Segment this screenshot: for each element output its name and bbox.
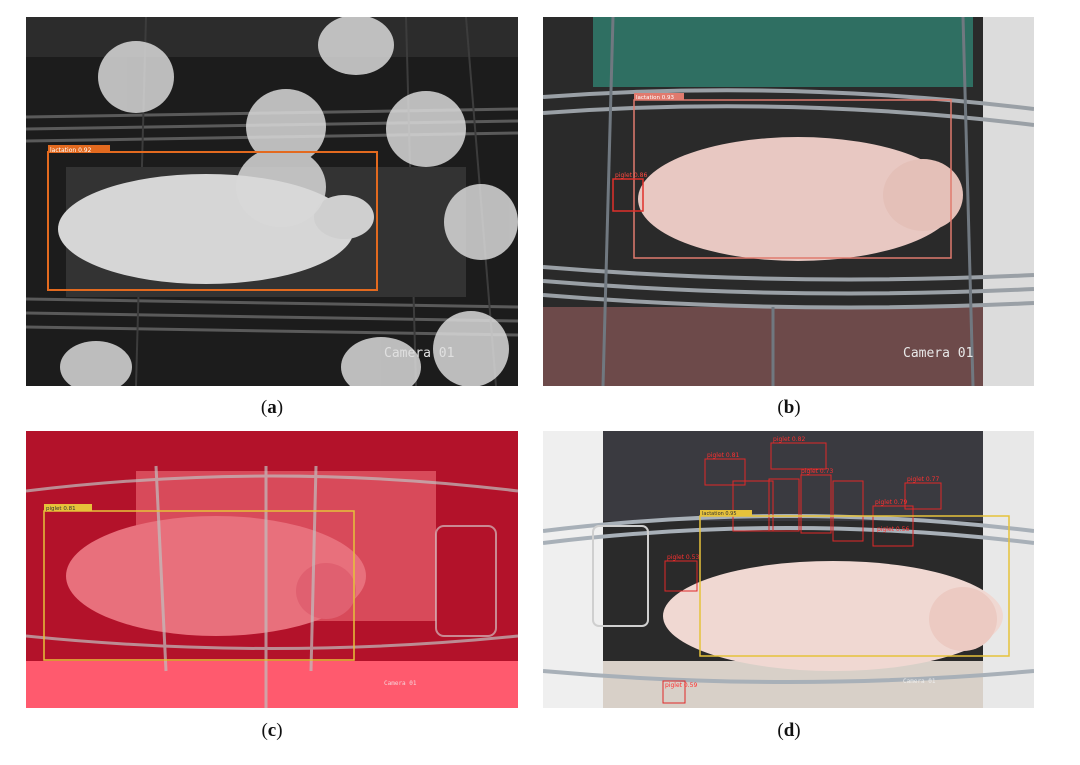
caption-a: (a) <box>260 397 284 418</box>
caption-d: (d) <box>777 720 801 741</box>
detection-label: piglet 0.53 <box>667 554 699 561</box>
detection-label: piglet 0.73 <box>801 468 833 475</box>
image-panel-c: piglet 0.81 Camera 01 <box>26 431 518 708</box>
detection-label: lactation 0.92 <box>50 147 92 154</box>
camera-label: Camera 01 <box>903 678 936 685</box>
detection-label: lactation 0.93 <box>636 95 674 101</box>
camera-label: Camera 01 <box>903 346 973 361</box>
detection-label: lactation 0.95 <box>702 511 737 517</box>
farrowing-crate-photo-b: lactation 0.93 piglet 0.86 Camera 01 <box>543 17 1034 386</box>
image-panel-b: lactation 0.93 piglet 0.86 Camera 01 <box>543 17 1034 386</box>
farrowing-crate-photo-d: piglet 0.81 piglet 0.82 piglet 0.73 pigl… <box>543 431 1034 708</box>
caption-c: (c) <box>261 720 283 741</box>
detection-label: piglet 0.77 <box>907 476 939 483</box>
caption-b: (b) <box>777 397 801 418</box>
detection-label: piglet 0.82 <box>773 436 805 443</box>
detection-label: piglet 0.59 <box>665 682 697 689</box>
farrowing-crate-photo-c: piglet 0.81 Camera 01 <box>26 431 518 708</box>
image-panel-d: piglet 0.81 piglet 0.82 piglet 0.73 pigl… <box>543 431 1034 708</box>
image-panel-a: lactation 0.92 Camera 01 <box>26 17 518 386</box>
detection-label: piglet 0.81 <box>46 506 76 512</box>
detection-label: piglet 0.81 <box>707 452 739 459</box>
detection-label: piglet 0.86 <box>615 172 647 179</box>
detection-label: piglet 0.56 <box>877 526 909 533</box>
detection-label: piglet 0.79 <box>875 499 907 506</box>
farrowing-crate-photo-a: lactation 0.92 Camera 01 <box>26 17 518 386</box>
camera-label: Camera 01 <box>384 346 454 361</box>
camera-label: Camera 01 <box>384 680 417 687</box>
